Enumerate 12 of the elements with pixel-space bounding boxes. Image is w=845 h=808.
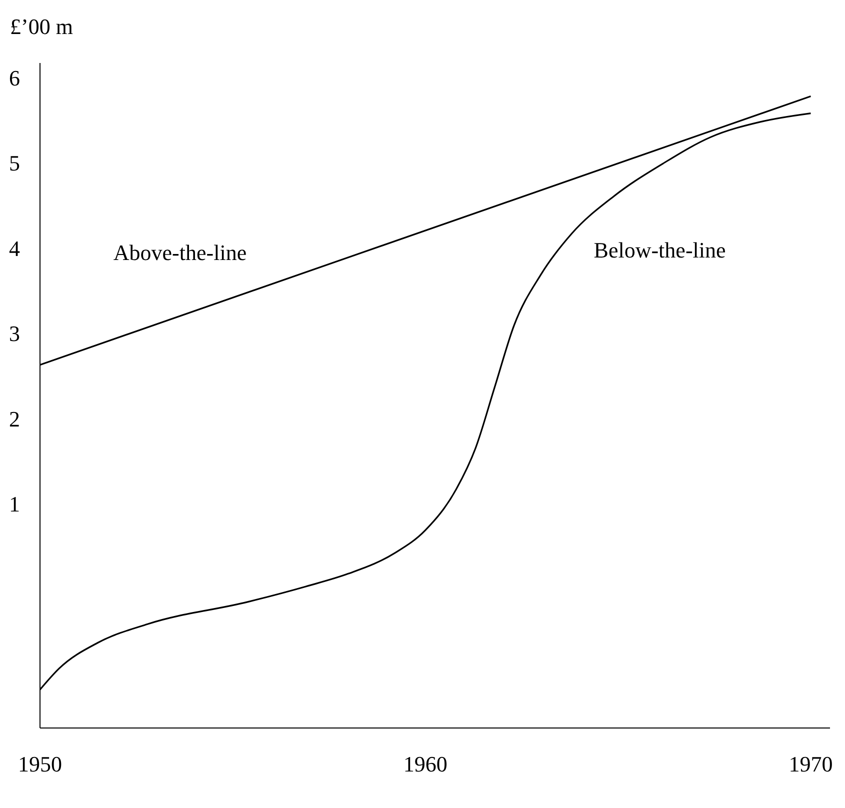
x-tick-label: 1950 — [18, 752, 62, 777]
series-label: Above-the-line — [113, 240, 247, 265]
y-tick-label: 2 — [9, 406, 20, 432]
y-axis-title: £’00 m — [10, 14, 73, 40]
series-label: Below-the-line — [594, 238, 726, 263]
x-tick-label: 1960 — [403, 752, 448, 777]
y-tick-label: 1 — [9, 492, 20, 517]
x-tick-label: 1970 — [788, 752, 833, 777]
y-tick-label: 4 — [9, 236, 20, 261]
y-tick-label: 6 — [9, 65, 20, 90]
y-tick-label: 3 — [9, 321, 20, 346]
y-tick-label: 5 — [9, 150, 20, 176]
